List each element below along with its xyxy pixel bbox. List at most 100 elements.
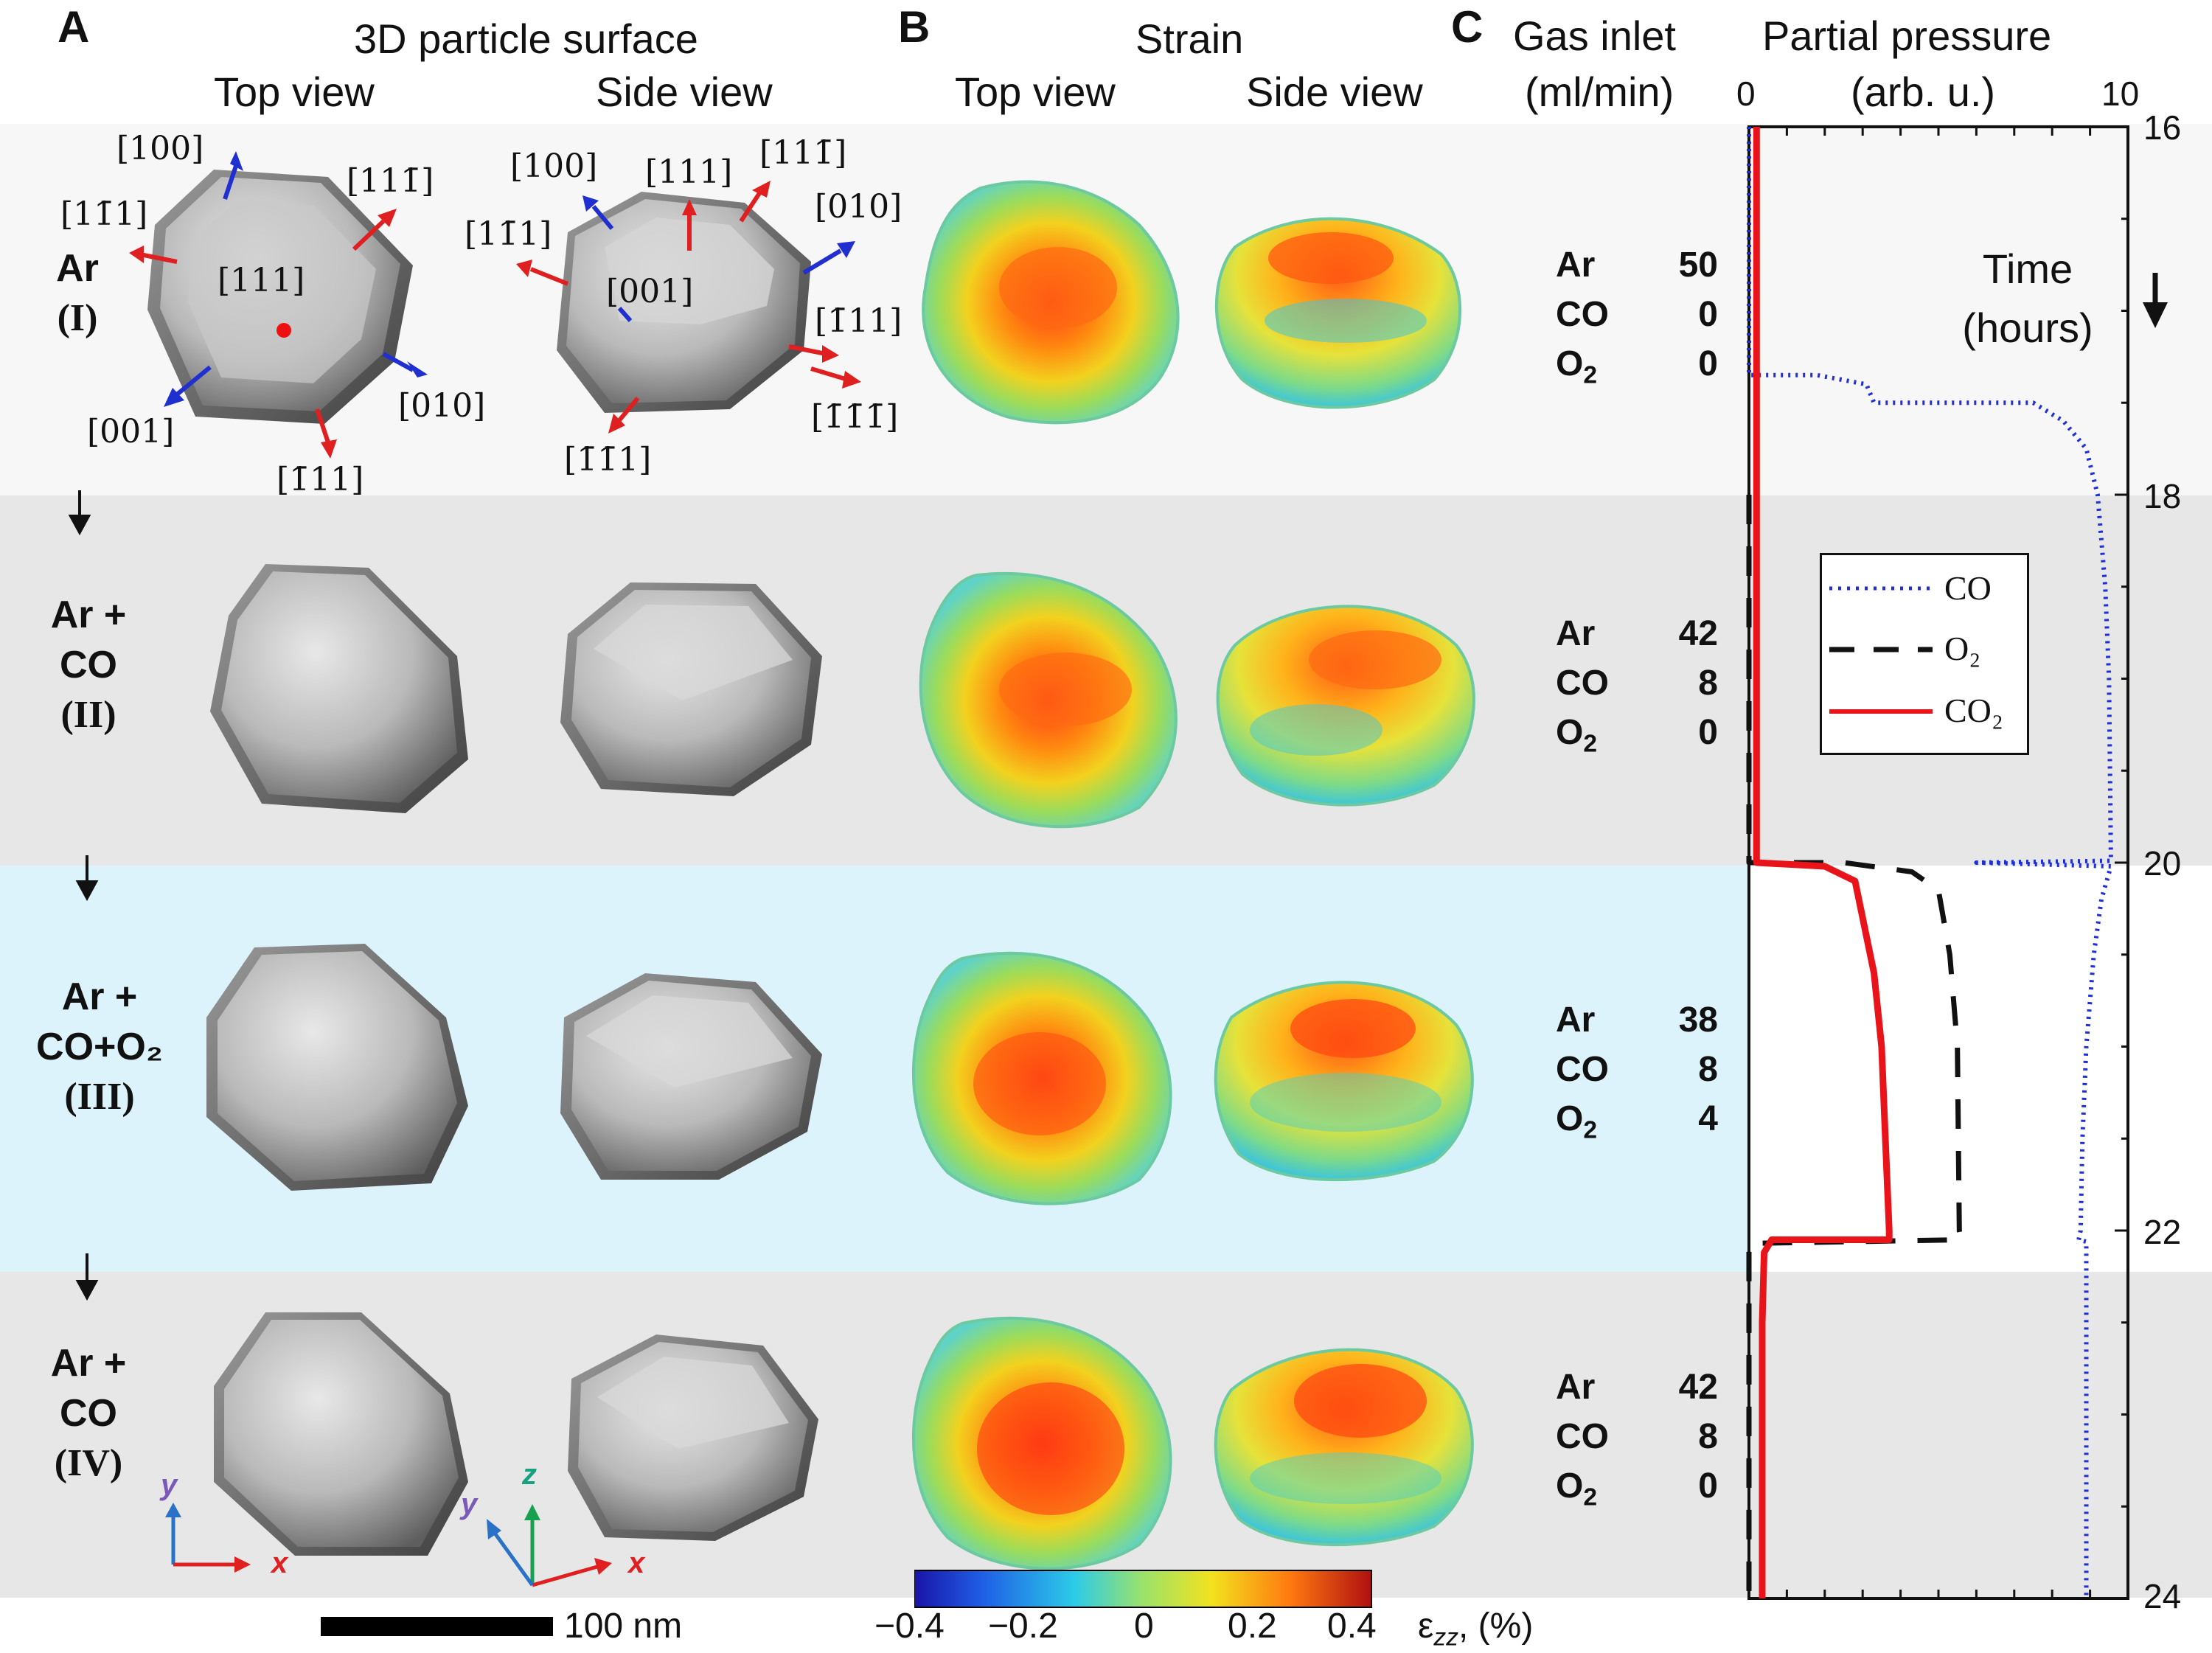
particle-side-view-1	[557, 192, 811, 413]
stage-2-roman: (II)	[60, 694, 116, 736]
panel-a-title: 3D particle surface	[354, 15, 698, 62]
colorbar-tick-3: 0	[1134, 1607, 1154, 1646]
gas-o2-value: 4	[1698, 1099, 1718, 1138]
series-line-co2	[1753, 127, 1893, 1598]
gas-co-label: CO	[1556, 1417, 1609, 1456]
stage-4-name-2: CO	[60, 1392, 117, 1435]
strain-map-top-4	[912, 1316, 1172, 1570]
miller-label-side-4: [11̄1]	[465, 215, 552, 253]
stage-4-roman: (IV)	[54, 1442, 123, 1484]
y-tick-16: 16	[2143, 108, 2182, 147]
axis-label-side-y: y	[461, 1488, 478, 1520]
gas-ar-label: Ar	[1556, 246, 1596, 285]
gas-co-value: 8	[1698, 1417, 1718, 1456]
colorbar-tick-1: −0.4	[874, 1607, 945, 1646]
gas-o2-label: O2	[1556, 1466, 1598, 1511]
colorbar-tick-5: 0.4	[1327, 1607, 1377, 1646]
miller-label-side-1: [100]	[510, 147, 598, 185]
gas-co-value: 0	[1698, 295, 1718, 334]
miller-label-top-7: [1̄11]	[276, 461, 364, 498]
stage-label-1: Ar (I)	[15, 243, 140, 344]
strain-map-side-4	[1214, 1348, 1474, 1547]
stage-label-4: Ar + CO (IV)	[15, 1338, 162, 1489]
gas-co-value: 8	[1698, 1050, 1718, 1089]
gas-ar-label: Ar	[1556, 1368, 1596, 1407]
gas-ar-label: Ar	[1556, 614, 1596, 653]
particle-surfaces	[129, 151, 861, 1556]
gas-inlet-stage-2: Ar 42 CO 8 O2 0	[1556, 609, 1718, 769]
chart-legend: CO O₂ CO₂	[1820, 553, 2029, 755]
gas-inlet-stage-1: Ar 50 CO 0 O2 0	[1556, 240, 1718, 400]
y-tick-22: 22	[2143, 1213, 2182, 1251]
coordinate-axes	[165, 1503, 612, 1636]
stage-3-name-1: Ar +	[61, 975, 138, 1018]
colorbar-label-sub: zz	[1433, 1624, 1458, 1652]
x-tick-0: 0	[1736, 74, 1756, 113]
miller-label-side-6: [001]	[606, 273, 694, 310]
partial-pressure-units: (arb. u.)	[1851, 69, 1996, 115]
stage-3-roman: (III)	[64, 1076, 135, 1118]
direction-arrows-side	[516, 181, 861, 434]
stage-2-name-1: Ar +	[50, 594, 127, 636]
gas-co-label: CO	[1556, 295, 1609, 334]
stage-band-1-right	[1747, 124, 2212, 495]
colorbar-label: εzz, (%)	[1418, 1606, 1533, 1652]
gas-o2-value: 0	[1698, 344, 1718, 383]
stage-1-roman: (I)	[57, 297, 98, 339]
gas-co-label: CO	[1556, 1050, 1609, 1089]
colorbar-tick-4: 0.2	[1228, 1607, 1277, 1646]
miller-label-top-2: [11̄1]	[60, 195, 148, 233]
y-tick-18: 18	[2143, 477, 2182, 515]
gas-ar-value: 42	[1678, 1368, 1718, 1407]
scale-bar-label: 100 nm	[564, 1607, 683, 1646]
particle-side-view-3	[560, 973, 822, 1180]
gas-inlet-units: (ml/min)	[1525, 69, 1674, 115]
legend-label-co2: CO₂	[1944, 692, 2003, 729]
panel-b-title: Strain	[1135, 15, 1244, 62]
gas-ar-value: 38	[1678, 1000, 1718, 1040]
strain-map-top-1	[922, 180, 1180, 425]
colorbar-label-rest: , (%)	[1458, 1607, 1534, 1646]
legend-swatches	[1829, 586, 1933, 714]
gas-o2-value: 0	[1698, 1466, 1718, 1506]
miller-label-top-4: [111]	[218, 262, 305, 299]
series-line-co	[1747, 127, 2113, 1598]
panel-letter-a: A	[58, 2, 90, 52]
miller-label-side-5: [010]	[815, 188, 902, 226]
miller-label-side-8: [1̄1̄1̄]	[811, 398, 899, 436]
gas-co-label: CO	[1556, 664, 1609, 703]
panel-b-top-view-label: Top view	[955, 69, 1116, 115]
stage-3-name-2: CO+O₂	[36, 1026, 163, 1068]
time-axis-label: Time (hours)	[1947, 240, 2109, 358]
time-axis-label-2: (hours)	[1962, 304, 2093, 351]
time-direction-arrow	[2143, 273, 2168, 328]
y-tick-20: 20	[2143, 844, 2182, 883]
axis-label-side-x: x	[628, 1547, 645, 1579]
gas-o2-label: O2	[1556, 1099, 1598, 1144]
gas-ar-label: Ar	[1556, 1000, 1596, 1040]
gas-o2-label: O2	[1556, 713, 1598, 758]
strain-colorbar	[914, 1570, 1372, 1608]
axis-label-top-y: y	[161, 1469, 178, 1501]
particle-top-view-1	[147, 170, 413, 424]
gas-o2-value: 0	[1698, 713, 1718, 752]
direction-arrows-top	[129, 151, 428, 459]
gas-inlet-stage-4: Ar 42 CO 8 O2 0	[1556, 1363, 1718, 1522]
miller-label-side-7: [1̄11]	[815, 302, 902, 340]
particle-top-view-3	[206, 944, 468, 1191]
axis-label-side-z: z	[522, 1458, 537, 1491]
miller-label-side-3: [111̄]	[759, 134, 847, 172]
stage-transition-arrows	[68, 490, 99, 1301]
gas-ar-value: 50	[1678, 246, 1718, 285]
gas-o2-label: O2	[1556, 344, 1598, 389]
colorbar-tick-2: −0.2	[988, 1607, 1058, 1646]
strain-map-side-3	[1214, 981, 1474, 1182]
miller-label-top-3: [111̄]	[347, 162, 434, 200]
particle-top-view-2	[210, 564, 468, 813]
strain-map-top-3	[912, 951, 1172, 1205]
axis-label-top-x: x	[271, 1547, 288, 1579]
miller-label-top-1: [100]	[116, 130, 204, 167]
panel-a-top-view-label: Top view	[214, 69, 375, 115]
miller-label-side-2: [111]	[645, 153, 733, 191]
